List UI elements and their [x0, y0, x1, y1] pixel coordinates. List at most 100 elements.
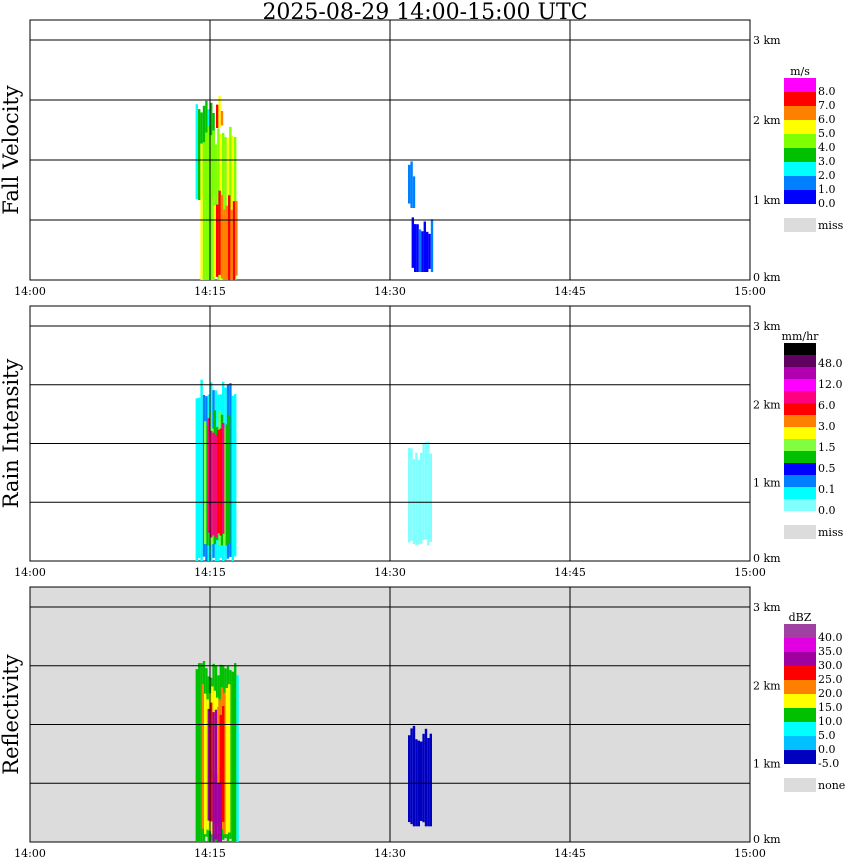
echo-cell — [198, 109, 201, 200]
legend-label: 15.0 — [818, 701, 843, 714]
x-tick-label: 15:00 — [734, 847, 766, 860]
legend-unit: mm/hr — [782, 330, 820, 343]
y-axis-label: Fall Velocity — [0, 85, 23, 215]
legend-label: 6.0 — [818, 399, 836, 412]
echo-cell — [408, 735, 411, 823]
legend-label: 35.0 — [818, 645, 843, 658]
legend-swatch — [784, 120, 816, 134]
legend-label: 1.0 — [818, 183, 836, 196]
legend-swatch — [784, 722, 816, 736]
echo-cell — [225, 687, 228, 835]
echo-cell — [234, 394, 237, 557]
echo-cell — [422, 733, 425, 823]
echo-cell — [234, 663, 237, 842]
echo-cell — [225, 424, 228, 546]
echo-cell — [214, 709, 218, 827]
y-tick-label: 2 km — [753, 398, 781, 411]
legend-swatch — [784, 439, 816, 451]
legend-swatch — [784, 750, 816, 764]
legend-label: 25.0 — [818, 673, 843, 686]
echo-cell — [220, 110, 224, 126]
legend-swatch — [784, 176, 816, 190]
echo-cell — [219, 714, 222, 823]
legend-swatch — [784, 638, 816, 652]
legend-label: 0.0 — [818, 197, 836, 210]
echo-cell — [430, 219, 434, 272]
echo-cell — [198, 663, 201, 842]
echo-cell — [207, 418, 210, 533]
legend-label: 6.0 — [818, 113, 836, 126]
legend-swatch — [784, 190, 816, 204]
echo-cell — [217, 706, 220, 827]
echo-cell — [217, 429, 220, 534]
echo-cell — [429, 733, 432, 827]
legend-swatch — [784, 379, 816, 391]
echo-cell — [223, 209, 226, 280]
y-tick-label: 0 km — [753, 833, 781, 846]
legend-swatch — [784, 162, 816, 176]
echo-cell — [427, 738, 430, 827]
legend-label: 12.0 — [818, 378, 843, 391]
y-tick-label: 3 km — [753, 601, 781, 614]
legend-swatch — [784, 487, 816, 499]
y-axis-label: Rain Intensity — [0, 359, 23, 509]
echo-cell — [202, 142, 206, 280]
legend-label: 0.0 — [818, 504, 836, 517]
panel-fall-velocity: 14:00 14:15 14:30 14:45 15:000 km 1 km 2 km 3 k… — [0, 19, 844, 298]
y-tick-label: 0 km — [753, 271, 781, 284]
legend-swatch — [784, 736, 816, 750]
legend-missing-swatch — [784, 778, 816, 792]
legend-unit: m/s — [790, 65, 810, 78]
legend-unit: dBZ — [789, 611, 812, 624]
legend-label: 3.0 — [818, 420, 836, 433]
x-tick-label: 15:00 — [734, 566, 766, 579]
x-tick-label: 14:30 — [374, 285, 406, 298]
x-tick-label: 14:00 — [14, 566, 46, 579]
y-tick-label: 0 km — [753, 552, 781, 565]
legend-swatch — [784, 343, 816, 355]
echo-cell — [217, 783, 220, 842]
x-tick-label: 14:45 — [554, 847, 586, 860]
echo-cell — [424, 728, 428, 827]
x-tick-label: 14:45 — [554, 285, 586, 298]
echo-cell — [236, 675, 239, 842]
echo-cell — [219, 428, 222, 536]
legend-label: 7.0 — [818, 99, 836, 112]
echo-cell — [204, 421, 207, 545]
echo-cell — [418, 229, 422, 272]
x-tick-label: 15:00 — [734, 285, 766, 298]
legend-swatch — [784, 106, 816, 120]
echo-cell — [412, 459, 416, 545]
echo-cell — [222, 706, 225, 822]
echo-cell — [429, 453, 432, 542]
legend-swatch — [784, 355, 816, 367]
legend-label: 48.0 — [818, 357, 843, 370]
echo-cell — [421, 231, 424, 272]
echo-cell — [230, 209, 233, 280]
echo-cell — [408, 164, 411, 204]
legend-swatch — [784, 624, 816, 638]
legend-label: 0.5 — [818, 462, 836, 475]
legend-label: 40.0 — [818, 631, 843, 644]
legend-swatch — [784, 451, 816, 463]
legend-swatch — [784, 463, 816, 475]
legend-label: 8.0 — [818, 85, 836, 98]
echo-cell — [212, 712, 215, 823]
y-tick-label: 3 km — [753, 320, 781, 333]
y-tick-label: 2 km — [753, 679, 781, 692]
x-tick-label: 14:30 — [374, 847, 406, 860]
panel-reflectivity: 14:00 14:15 14:30 14:45 15:000 km 1 km 2 km 3 k… — [0, 586, 845, 860]
legend-missing-label: miss — [818, 526, 844, 539]
x-tick-label: 14:15 — [194, 566, 226, 579]
echo-cell — [214, 435, 218, 538]
legend-missing-label: none — [818, 779, 845, 792]
echo-cell — [200, 143, 203, 280]
echo-cell — [416, 224, 419, 272]
echo-cell — [235, 200, 238, 276]
echo-cell — [426, 231, 429, 272]
legend-label: 0.0 — [818, 743, 836, 756]
echo-cell — [204, 693, 207, 835]
legend-label: 3.0 — [818, 155, 836, 168]
echo-cell — [410, 728, 413, 825]
